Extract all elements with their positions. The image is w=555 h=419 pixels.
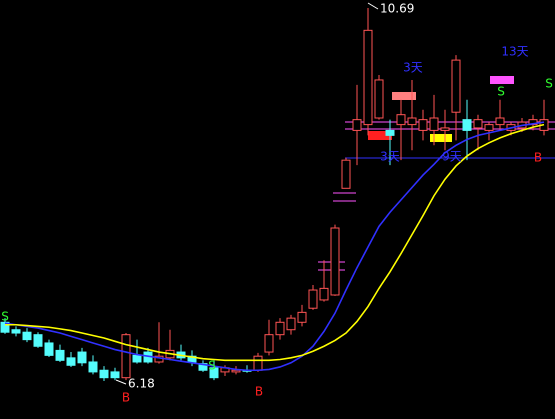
- candle-body: [99, 369, 109, 379]
- candle-body: [385, 129, 395, 136]
- candle-body: [187, 355, 197, 363]
- candle-body: [286, 317, 296, 331]
- moving-average-line: [5, 123, 545, 362]
- candle-body: [407, 117, 417, 126]
- candle-body: [66, 357, 76, 366]
- candle-body: [22, 331, 32, 341]
- annotation: S: [497, 85, 505, 99]
- candle-body: [374, 79, 384, 119]
- candle-body: [418, 119, 428, 131]
- decorations: [318, 76, 555, 271]
- candle-body: [209, 367, 219, 379]
- candle-body: [330, 227, 340, 296]
- candle-body: [429, 117, 439, 131]
- candle-body: [77, 351, 87, 364]
- candle-body: [231, 369, 241, 373]
- candle-body: [121, 334, 131, 379]
- candle-body: [341, 159, 351, 189]
- candle-body: [55, 349, 65, 361]
- annotation: B: [534, 151, 542, 165]
- candle-body: [396, 114, 406, 126]
- annotation: 6.18: [128, 377, 155, 391]
- candle-body: [484, 124, 494, 131]
- annotation: 9天: [442, 150, 462, 164]
- candle-body: [297, 311, 307, 323]
- annotation: 10.69: [380, 2, 414, 16]
- candle-body: [132, 354, 142, 363]
- annotation: 3天: [380, 150, 400, 164]
- candle-body: [11, 329, 21, 334]
- candle-body: [462, 119, 472, 131]
- moving-average-line: [4, 121, 545, 372]
- candle-body: [88, 361, 98, 373]
- candle-body: [363, 29, 373, 126]
- candle-body: [110, 371, 120, 379]
- pointer: [115, 379, 127, 385]
- candle-body: [275, 321, 285, 336]
- candle-body: [319, 287, 329, 301]
- annotation: B: [255, 385, 263, 399]
- candle-body: [440, 127, 450, 131]
- candle-body: [264, 334, 274, 353]
- candle-body: [0, 321, 10, 333]
- annotation: S: [1, 310, 9, 324]
- annotation: S: [208, 359, 216, 373]
- candle-body: [352, 119, 362, 131]
- candle-body: [253, 355, 263, 371]
- candle-body: [495, 117, 505, 126]
- candle-body: [44, 342, 54, 356]
- annotation: S: [545, 77, 553, 91]
- candle-body: [33, 334, 43, 347]
- candle-body: [473, 119, 483, 129]
- candle-body: [451, 59, 461, 113]
- annotation: 13天: [501, 45, 528, 59]
- candle-body: [528, 119, 538, 126]
- pointer: [367, 2, 379, 10]
- annotation: 3天: [403, 61, 423, 75]
- candle-body: [198, 363, 208, 371]
- candle-body: [308, 289, 318, 309]
- annotation: B: [122, 391, 130, 405]
